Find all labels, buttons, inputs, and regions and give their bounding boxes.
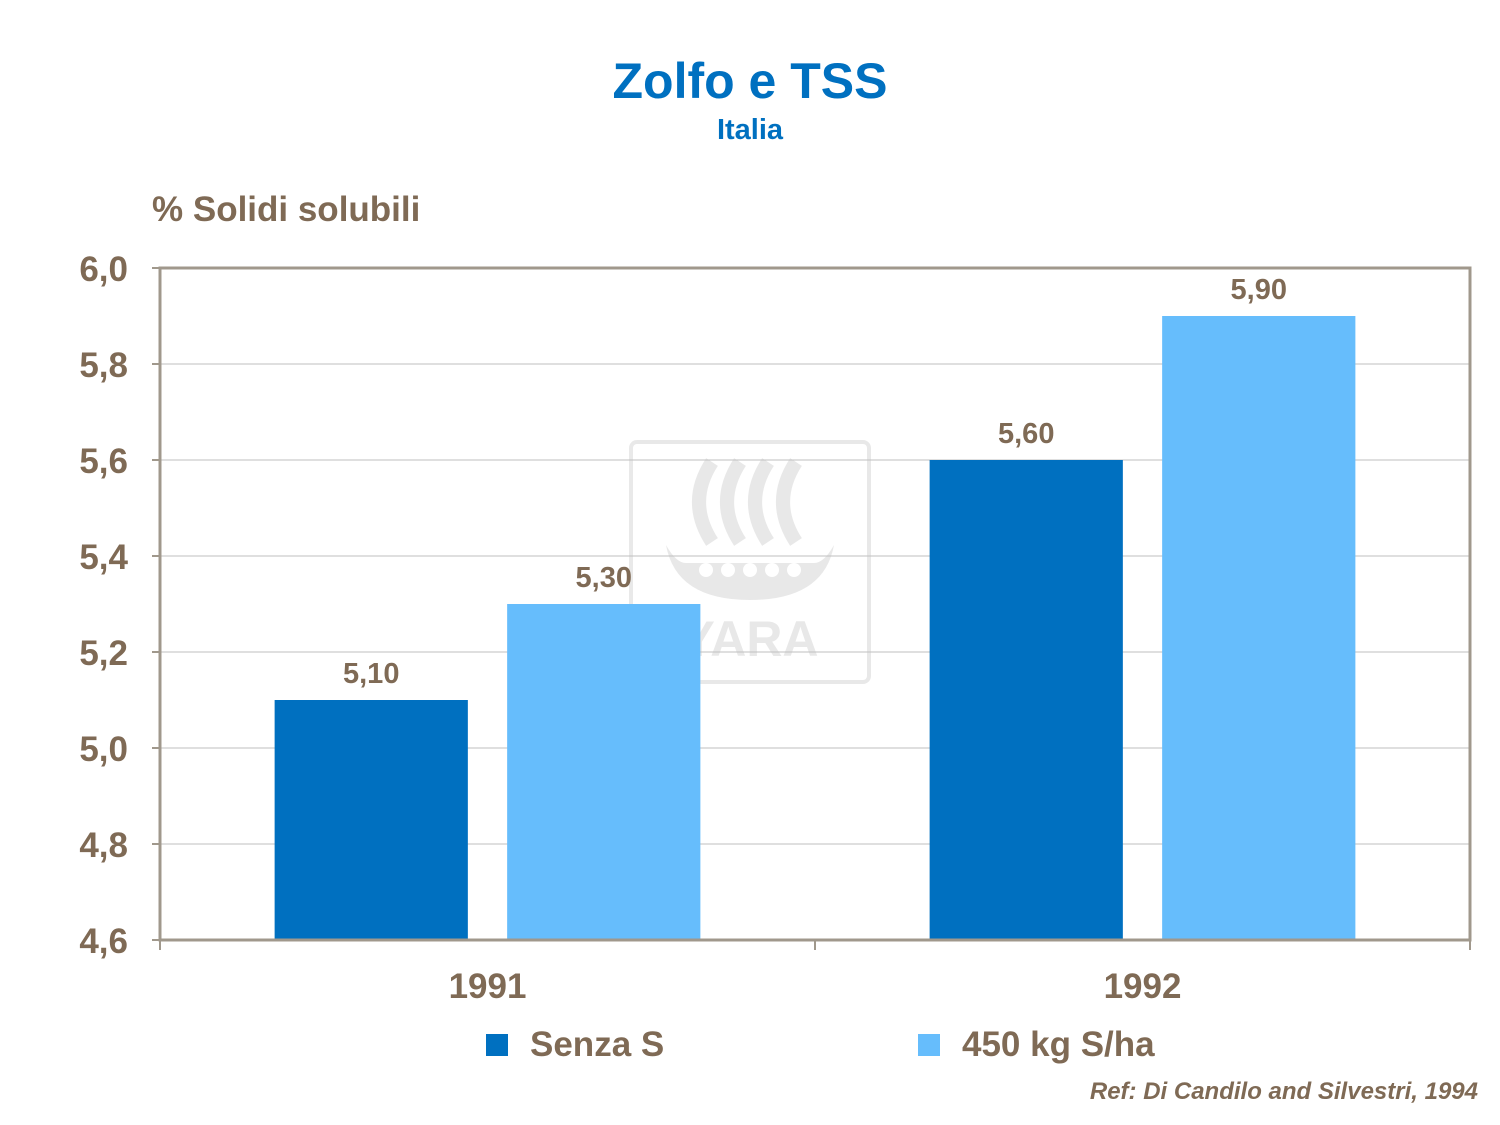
watermark-text: YARA <box>681 611 818 667</box>
y-tick-label: 4,6 <box>79 922 128 961</box>
x-tick-label: 1991 <box>449 967 527 1006</box>
y-tick-label: 5,4 <box>79 538 128 577</box>
bar <box>1162 316 1356 940</box>
y-tick-label: 5,6 <box>79 442 128 481</box>
y-axis-label: % Solidi solubili <box>152 190 421 229</box>
legend-swatch-450-kg <box>918 1034 940 1056</box>
bar <box>507 604 701 940</box>
y-tick-label: 6,0 <box>79 250 128 289</box>
y-tick-label: 5,0 <box>79 730 128 769</box>
x-tick-label: 1992 <box>1104 967 1182 1006</box>
yara-logo-watermark: YARA <box>629 440 871 684</box>
data-label: 5,60 <box>998 418 1054 450</box>
bar <box>274 700 468 940</box>
legend-swatch-senza-s <box>486 1034 508 1056</box>
reference-note: Ref: Di Candilo and Silvestri, 1994 <box>1089 1078 1478 1105</box>
legend-label-450-kg: 450 kg S/ha <box>962 1025 1155 1064</box>
y-tick-label: 4,8 <box>79 826 128 865</box>
y-tick-label: 5,8 <box>79 346 128 385</box>
data-label: 5,30 <box>576 562 632 594</box>
legend-item-senza-s: Senza S <box>486 1020 664 1070</box>
y-tick-label: 5,2 <box>79 634 128 673</box>
chart-title: Zolfo e TSS <box>612 53 888 109</box>
data-label: 5,10 <box>343 658 399 690</box>
legend-label-senza-s: Senza S <box>530 1025 665 1064</box>
chart-subtitle: Italia <box>716 114 784 146</box>
data-label: 5,90 <box>1231 274 1287 306</box>
bar <box>929 460 1123 940</box>
legend-item-450-kg: 450 kg S/ha <box>918 1020 1155 1070</box>
